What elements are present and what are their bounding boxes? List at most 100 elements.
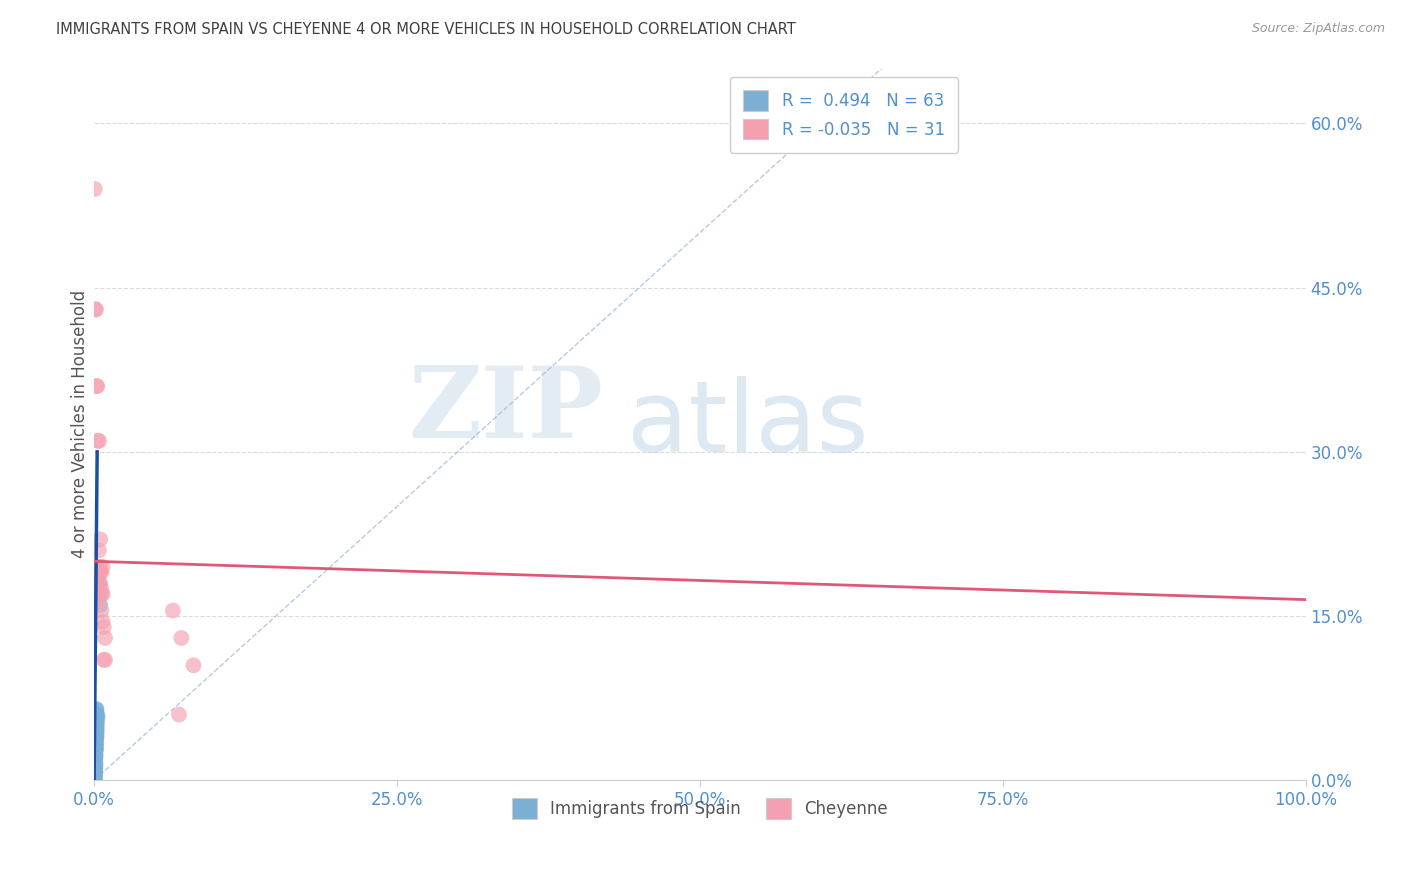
- Text: Source: ZipAtlas.com: Source: ZipAtlas.com: [1251, 22, 1385, 36]
- Point: [90, 566, 112, 580]
- Point: [90, 603, 112, 617]
- Point: [84, 702, 107, 716]
- Point: [87, 434, 110, 448]
- Point: [84, 768, 107, 782]
- Point: [83, 765, 105, 780]
- Point: [86, 710, 108, 724]
- Point: [83, 182, 105, 196]
- Point: [83, 764, 105, 779]
- Point: [84, 736, 107, 750]
- Point: [84, 748, 107, 763]
- Point: [167, 707, 190, 722]
- Point: [94, 653, 117, 667]
- Point: [94, 631, 117, 645]
- Point: [84, 718, 107, 732]
- Point: [86, 718, 108, 732]
- Point: [87, 576, 110, 591]
- Point: [84, 734, 107, 748]
- Point: [86, 724, 108, 739]
- Point: [170, 631, 193, 645]
- Point: [84, 302, 107, 317]
- Point: [84, 730, 107, 744]
- Point: [162, 603, 184, 617]
- Point: [84, 756, 107, 771]
- Point: [87, 434, 110, 448]
- Point: [89, 533, 111, 547]
- Point: [84, 718, 107, 732]
- Point: [91, 615, 114, 629]
- Point: [84, 749, 107, 764]
- Text: IMMIGRANTS FROM SPAIN VS CHEYENNE 4 OR MORE VEHICLES IN HOUSEHOLD CORRELATION CH: IMMIGRANTS FROM SPAIN VS CHEYENNE 4 OR M…: [56, 22, 796, 37]
- Point: [86, 730, 108, 744]
- Point: [83, 771, 105, 785]
- Point: [84, 724, 107, 739]
- Point: [84, 731, 107, 746]
- Point: [84, 726, 107, 740]
- Point: [83, 768, 105, 782]
- Point: [89, 576, 111, 591]
- Point: [86, 713, 108, 727]
- Point: [84, 710, 107, 724]
- Point: [89, 566, 111, 580]
- Point: [84, 707, 107, 722]
- Point: [86, 379, 108, 393]
- Point: [86, 379, 108, 393]
- Point: [183, 658, 205, 673]
- Point: [84, 745, 107, 759]
- Point: [86, 702, 108, 716]
- Point: [90, 582, 112, 596]
- Point: [83, 772, 105, 787]
- Point: [86, 715, 108, 730]
- Point: [84, 731, 107, 746]
- Point: [89, 598, 111, 612]
- Point: [86, 707, 108, 722]
- Point: [84, 740, 107, 755]
- Point: [84, 724, 107, 739]
- Legend: Immigrants from Spain, Cheyenne: Immigrants from Spain, Cheyenne: [505, 792, 894, 825]
- Point: [87, 543, 110, 558]
- Point: [84, 704, 107, 718]
- Point: [84, 715, 107, 730]
- Point: [83, 773, 105, 788]
- Point: [84, 735, 107, 749]
- Point: [83, 770, 105, 784]
- Point: [87, 559, 110, 574]
- Point: [86, 726, 108, 740]
- Point: [84, 740, 107, 755]
- Point: [87, 592, 110, 607]
- Point: [84, 754, 107, 768]
- Point: [87, 587, 110, 601]
- Point: [89, 566, 111, 580]
- Point: [91, 587, 114, 601]
- Point: [84, 713, 107, 727]
- Point: [84, 759, 107, 773]
- Point: [84, 738, 107, 752]
- Point: [84, 721, 107, 735]
- Point: [83, 773, 105, 788]
- Point: [86, 710, 108, 724]
- Point: [84, 742, 107, 756]
- Point: [87, 576, 110, 591]
- Point: [84, 730, 107, 744]
- Point: [89, 559, 111, 574]
- Y-axis label: 4 or more Vehicles in Household: 4 or more Vehicles in Household: [72, 291, 89, 558]
- Point: [91, 559, 114, 574]
- Point: [93, 653, 115, 667]
- Point: [83, 762, 105, 776]
- Point: [83, 746, 105, 760]
- Point: [84, 737, 107, 751]
- Text: atlas: atlas: [627, 376, 869, 473]
- Point: [84, 764, 107, 779]
- Point: [84, 742, 107, 756]
- Point: [93, 620, 115, 634]
- Point: [86, 721, 108, 735]
- Point: [84, 302, 107, 317]
- Point: [84, 713, 107, 727]
- Text: ZIP: ZIP: [408, 361, 603, 458]
- Point: [84, 751, 107, 765]
- Point: [90, 587, 112, 601]
- Point: [83, 754, 105, 768]
- Point: [86, 707, 108, 722]
- Point: [84, 760, 107, 774]
- Point: [84, 762, 107, 776]
